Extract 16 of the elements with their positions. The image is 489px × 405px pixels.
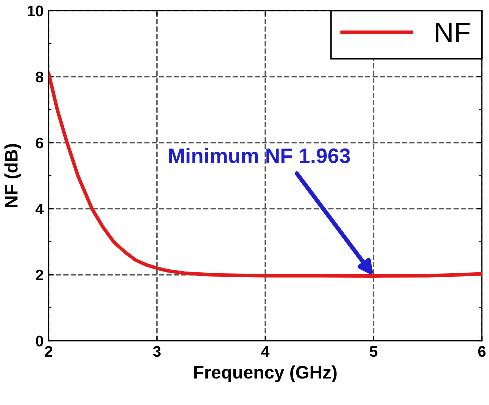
y-tick-label: 6 (36, 138, 44, 149)
y-tick-label: 8 (36, 72, 44, 83)
annotation: Minimum NF 1.963 (169, 148, 350, 164)
x-tick-label: 3 (153, 346, 161, 358)
y-tick-label: 2 (36, 270, 44, 281)
y-tick-label: 0 (36, 336, 44, 347)
x-tick-label: 4 (262, 346, 270, 357)
y-tick-label: 10 (28, 6, 44, 17)
legend-label: NF (436, 23, 470, 42)
x-tick-label: 6 (478, 346, 486, 358)
x-tick-label: 5 (370, 346, 378, 358)
x-axis-title: Frequency (GHz) (194, 366, 337, 382)
y-tick-label: 4 (36, 204, 44, 215)
y-axis-title: NF (dB) (4, 144, 22, 208)
line-series (48, 72, 482, 278)
x-tick-label: 2 (45, 346, 53, 357)
